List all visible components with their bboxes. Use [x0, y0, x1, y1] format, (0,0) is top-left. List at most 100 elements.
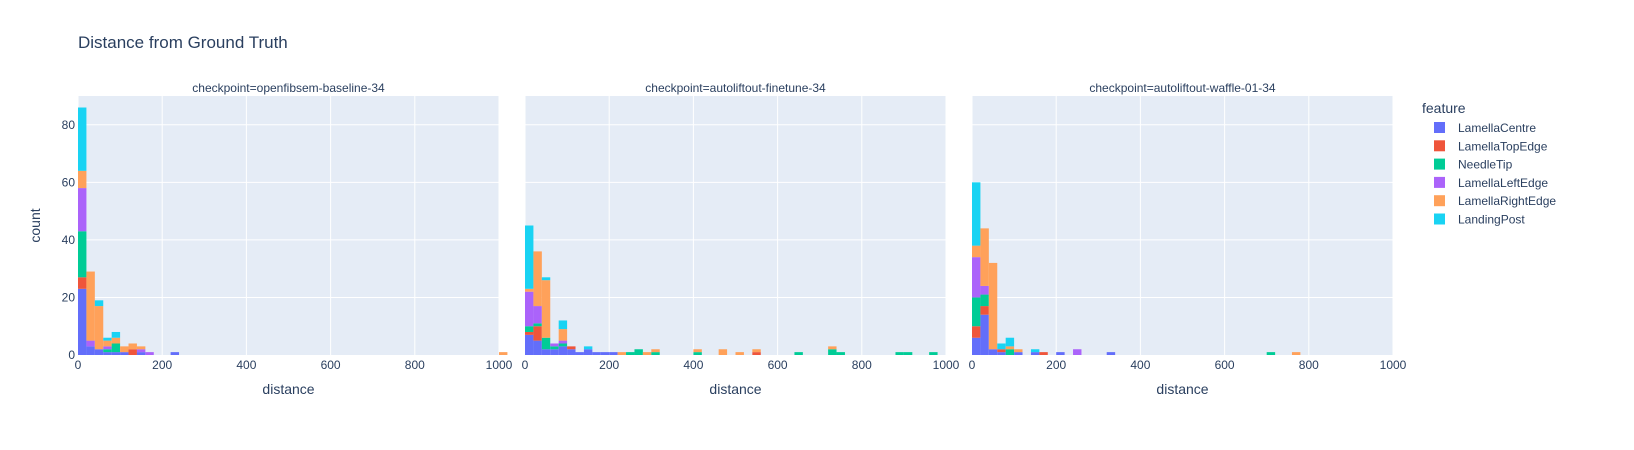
histogram-bar-lamellatopedge	[752, 352, 761, 355]
histogram-bar-needletip	[903, 352, 913, 355]
histogram-bar-lamellaleftedge	[525, 291, 534, 327]
histogram-bar-needletip	[836, 352, 845, 355]
histogram-bar-lamellacentre	[575, 352, 584, 355]
legend-swatch-lamellaleftedge[interactable]	[1434, 176, 1445, 188]
plot-area-3	[972, 96, 1393, 355]
histogram-bar-lamellaleftedge	[78, 188, 87, 232]
y-tick-label: 60	[62, 175, 76, 189]
histogram-bar-needletip	[78, 231, 87, 278]
legend-entry-landingpost[interactable]: LandingPost	[1458, 213, 1525, 227]
histogram-bar-lamellaleftedge	[145, 352, 154, 355]
histogram-bar-lamellacentre	[550, 349, 559, 355]
histogram-bar-lamellacentre	[170, 352, 180, 355]
histogram-bar-lamellaleftedge	[972, 257, 981, 298]
histogram-bar-lamellacentre	[136, 352, 146, 355]
histogram-bar-lamellaleftedge	[86, 340, 95, 347]
histogram-bar-needletip	[693, 352, 702, 355]
x-tick-label: 1000	[933, 358, 960, 372]
histogram-bar-needletip	[651, 352, 660, 355]
histogram-bar-lamellatopedge	[525, 331, 534, 335]
histogram-bar-lamellarightedge	[78, 170, 87, 189]
histogram-bar-lamellatopedge	[533, 326, 542, 341]
histogram-bar-needletip	[525, 326, 534, 332]
histogram-bar-lamellacentre	[533, 340, 542, 355]
histogram-bar-lamellaleftedge	[1073, 349, 1082, 355]
histogram-bar-lamellacentre	[78, 288, 87, 355]
plot-area-1	[78, 96, 499, 355]
histogram-bar-needletip	[558, 343, 568, 347]
histogram-bar-landingpost	[1005, 337, 1015, 347]
x-tick-label: 200	[152, 358, 172, 372]
x-axis-title: distance	[709, 381, 761, 397]
legend-swatch-lamellarightedge[interactable]	[1434, 195, 1445, 207]
histogram-bar-needletip	[1005, 349, 1015, 355]
histogram-bar-needletip	[626, 352, 635, 355]
histogram-bar-lamellatopedge	[980, 306, 989, 315]
histogram-bar-lamellarightedge	[1014, 349, 1023, 353]
legend-entry-lamellaleftedge[interactable]: LamellaLeftEdge	[1458, 176, 1548, 190]
histogram-bar-lamellarightedge	[972, 245, 981, 258]
histogram-bar-lamellacentre	[980, 314, 989, 355]
x-tick-label: 600	[321, 358, 341, 372]
histogram-bar-lamellatopedge	[1039, 352, 1048, 355]
histogram-bar-needletip	[980, 294, 989, 307]
histogram-bar-needletip	[895, 352, 904, 355]
x-tick-label: 400	[1130, 358, 1150, 372]
legend-entry-needletip[interactable]: NeedleTip	[1458, 158, 1513, 172]
histogram-bar-lamellarightedge	[718, 349, 728, 355]
histogram-bar-needletip	[541, 337, 551, 350]
x-tick-label: 600	[1215, 358, 1235, 372]
histogram-bar-landingpost	[111, 331, 121, 338]
histogram-bar-lamellacentre	[94, 349, 104, 355]
histogram-bar-needletip	[634, 349, 643, 355]
histogram-bar-lamellarightedge	[693, 349, 702, 353]
histogram-bar-needletip	[103, 349, 112, 353]
x-tick-label: 200	[599, 358, 619, 372]
histogram-bar-lamellatopedge	[997, 349, 1006, 353]
histogram-bar-lamellarightedge	[136, 346, 146, 350]
histogram-bar-lamellacentre	[567, 349, 576, 355]
y-tick-label: 40	[62, 233, 76, 247]
legend-title: feature	[1422, 100, 1466, 116]
histogram-bar-lamellacentre	[558, 346, 568, 355]
x-tick-label: 0	[522, 358, 529, 372]
histogram-bar-lamellaleftedge	[136, 349, 146, 353]
histogram-bar-needletip	[111, 343, 121, 353]
legend-entry-lamellarightedge[interactable]: LamellaRightEdge	[1458, 194, 1556, 208]
x-tick-label: 800	[852, 358, 872, 372]
histogram-bar-lamellarightedge	[828, 346, 837, 350]
histogram-bar-lamellaleftedge	[980, 285, 989, 295]
legend-entry-lamellatopedge[interactable]: LamellaTopEdge	[1458, 139, 1548, 153]
legend-swatch-lamellacentre[interactable]	[1434, 122, 1445, 133]
histogram-bar-lamellarightedge	[558, 329, 568, 341]
x-tick-label: 1000	[486, 358, 513, 372]
histogram-bar-lamellatopedge	[972, 326, 981, 338]
histogram-bar-lamellarightedge	[617, 352, 627, 355]
legend-entry-lamellacentre[interactable]: LamellaCentre	[1458, 121, 1536, 135]
histogram-bar-lamellatopedge	[78, 277, 87, 289]
histogram-bar-lamellarightedge	[642, 352, 652, 355]
histogram-bar-lamellacentre	[1106, 352, 1116, 355]
x-tick-label: 400	[683, 358, 703, 372]
histogram-bar-lamellacentre	[111, 352, 121, 355]
x-tick-label: 800	[1299, 358, 1319, 372]
x-tick-label: 600	[768, 358, 788, 372]
histogram-bar-lamellacentre	[609, 352, 618, 355]
y-axis-title: count	[27, 208, 43, 242]
facet-title-1: checkpoint=openfibsem-baseline-34	[192, 81, 385, 95]
histogram-bar-lamellarightedge	[752, 349, 761, 353]
legend-swatch-landingpost[interactable]	[1434, 213, 1445, 225]
histogram-bar-landingpost	[94, 300, 104, 307]
facet-title-2: checkpoint=autoliftout-finetune-34	[645, 81, 826, 95]
histogram-bar-lamellarightedge	[120, 346, 129, 353]
legend-swatch-needletip[interactable]	[1434, 158, 1445, 170]
histogram-bar-lamellatopedge	[128, 349, 137, 355]
legend-swatch-lamellatopedge[interactable]	[1434, 140, 1445, 152]
x-tick-label: 0	[75, 358, 82, 372]
histogram-bar-lamellarightedge	[735, 352, 744, 355]
histogram-bar-lamellarightedge	[525, 288, 534, 292]
histogram-bar-lamellaleftedge	[533, 306, 542, 324]
x-axis-title: distance	[262, 381, 314, 397]
histogram-bar-lamellacentre	[525, 334, 534, 355]
histogram-bar-lamellarightedge	[86, 271, 95, 341]
